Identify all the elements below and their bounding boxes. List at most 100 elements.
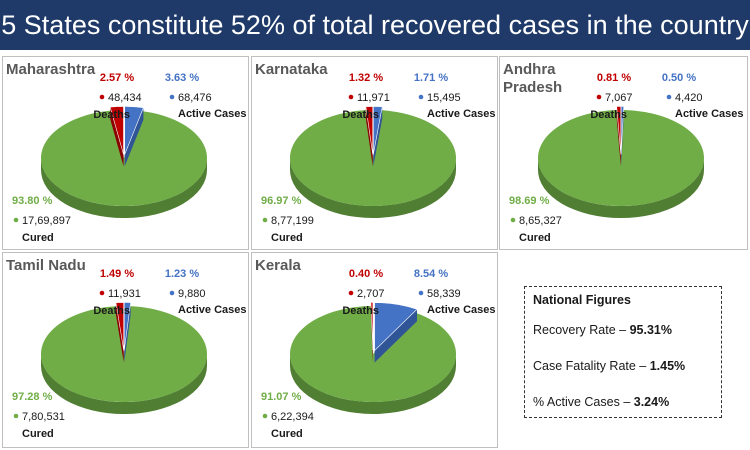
pie-side-tamil-nadu — [41, 354, 207, 414]
active-count-maharashtra: 68,476 — [178, 92, 212, 104]
slice-active-maharashtra — [124, 106, 144, 155]
active-dot-karnataka — [418, 94, 424, 100]
slice-cured-andhra-pradesh — [537, 110, 704, 206]
slice-deaths-karnataka — [365, 106, 374, 155]
deaths-label-maharashtra: Deaths — [93, 109, 130, 121]
state-title-kerala: Kerala — [255, 257, 302, 274]
deaths-percent-kerala: 0.40 % — [349, 268, 383, 280]
cured-percent-andhra-pradesh: 98.69 % — [509, 195, 550, 207]
slice-deaths-maharashtra — [109, 106, 124, 155]
cured-label-kerala: Cured — [271, 428, 303, 440]
pie-side-karnataka — [290, 158, 456, 218]
active-dot-maharashtra — [169, 94, 175, 100]
cured-label-maharashtra: Cured — [22, 232, 54, 244]
slice-active-tamil-nadu — [123, 302, 131, 351]
case-fatality-rate-line: Case Fatality Rate – 1.45% — [533, 359, 685, 373]
deaths-count-kerala: 2,707 — [357, 288, 385, 300]
active-count-andhra-pradesh: 4,420 — [675, 92, 703, 104]
active-percent-maharashtra: 3.63 % — [165, 72, 199, 84]
cured-label-andhra-pradesh: Cured — [519, 232, 551, 244]
active-dot-kerala — [418, 290, 424, 296]
recovery-rate-line: Recovery Rate – 95.31% — [533, 323, 672, 337]
state-title-karnataka: Karnataka — [255, 61, 328, 78]
deaths-count-andhra-pradesh: 7,067 — [605, 92, 633, 104]
active-cases-line: % Active Cases – 3.24% — [533, 395, 669, 409]
slice-active-side-karnataka — [373, 106, 383, 167]
slice-active-side-kerala — [374, 309, 418, 363]
cured-count-kerala: 6,22,394 — [271, 411, 314, 423]
deaths-percent-karnataka: 1.32 % — [349, 72, 383, 84]
slice-cured-kerala — [290, 306, 457, 403]
state-title-andhra-pradesh-line-2: Pradesh — [503, 79, 562, 96]
slice-active-kerala — [374, 302, 418, 352]
slice-cured-tamil-nadu — [40, 306, 207, 403]
slice-active-side-tamil-nadu — [124, 302, 131, 363]
deaths-dot-maharashtra — [99, 94, 105, 100]
slice-active-karnataka — [373, 106, 383, 155]
cured-count-maharashtra: 17,69,897 — [22, 215, 71, 227]
deaths-label-tamil-nadu: Deaths — [93, 305, 130, 317]
cured-dot-maharashtra — [13, 217, 19, 223]
cured-percent-maharashtra: 93.80 % — [12, 195, 53, 207]
active-label-kerala: Active Cases — [427, 304, 496, 316]
deaths-dot-kerala — [348, 290, 354, 296]
deaths-dot-tamil-nadu — [99, 290, 105, 296]
cured-dot-kerala — [262, 413, 268, 419]
slice-deaths-side-karnataka — [365, 106, 373, 167]
slice-deaths-side-maharashtra — [110, 107, 124, 167]
pie-side-kerala — [290, 354, 456, 414]
active-label-tamil-nadu: Active Cases — [178, 304, 247, 316]
active-label-andhra-pradesh: Active Cases — [675, 108, 744, 120]
deaths-label-andhra-pradesh: Deaths — [590, 109, 627, 121]
deaths-count-karnataka: 11,971 — [357, 92, 390, 104]
slice-deaths-andhra-pradesh — [616, 106, 622, 155]
cured-percent-kerala: 91.07 % — [261, 391, 302, 403]
active-percent-karnataka: 1.71 % — [414, 72, 448, 84]
active-label-karnataka: Active Cases — [427, 108, 496, 120]
deaths-label-kerala: Deaths — [342, 305, 379, 317]
state-title-andhra-pradesh-line-1: Andhra — [503, 61, 556, 78]
cured-dot-tamil-nadu — [13, 413, 19, 419]
slice-deaths-side-tamil-nadu — [115, 302, 124, 363]
cured-count-karnataka: 8,77,199 — [271, 215, 314, 227]
deaths-dot-karnataka — [348, 94, 354, 100]
active-dot-andhra-pradesh — [666, 94, 672, 100]
cured-count-tamil-nadu: 7,80,531 — [22, 411, 65, 423]
case-fatality-rate-value: 1.45% — [649, 359, 686, 373]
state-title-tamil-nadu: Tamil Nadu — [6, 257, 86, 274]
case-fatality-rate-label: Case Fatality Rate – — [533, 359, 650, 373]
deaths-count-tamil-nadu: 11,931 — [108, 288, 141, 300]
national-figures-box: National Figures Recovery Rate – 95.31% … — [524, 286, 722, 418]
recovery-rate-label: Recovery Rate – — [533, 323, 630, 337]
deaths-percent-maharashtra: 2.57 % — [100, 72, 134, 84]
active-label-maharashtra: Active Cases — [178, 108, 247, 120]
cured-dot-karnataka — [262, 217, 268, 223]
active-percent-tamil-nadu: 1.23 % — [165, 268, 199, 280]
active-count-karnataka: 15,495 — [427, 92, 461, 104]
cured-label-karnataka: Cured — [271, 232, 303, 244]
cured-percent-karnataka: 96.97 % — [261, 195, 302, 207]
deaths-label-karnataka: Deaths — [342, 109, 379, 121]
deaths-percent-tamil-nadu: 1.49 % — [100, 268, 134, 280]
national-figures-title: National Figures — [533, 293, 631, 307]
cured-percent-tamil-nadu: 97.28 % — [12, 391, 53, 403]
active-percent-andhra-pradesh: 0.50 % — [662, 72, 696, 84]
pie-side-maharashtra — [41, 158, 207, 218]
active-dot-tamil-nadu — [169, 290, 175, 296]
recovery-rate-value: 95.31% — [629, 323, 672, 337]
title-banner: 5 States constitute 52% of total recover… — [0, 0, 750, 50]
deaths-percent-andhra-pradesh: 0.81 % — [597, 72, 631, 84]
page-title: 5 States constitute 52% of total recover… — [1, 10, 749, 40]
active-cases-rate-value: 3.24% — [633, 395, 670, 409]
deaths-count-maharashtra: 48,434 — [108, 92, 142, 104]
deaths-dot-andhra-pradesh — [596, 94, 602, 100]
active-count-kerala: 58,339 — [427, 288, 461, 300]
slice-cured-karnataka — [290, 110, 456, 206]
cured-count-andhra-pradesh: 8,65,327 — [519, 215, 562, 227]
active-percent-kerala: 8.54 % — [414, 268, 448, 280]
slice-deaths-tamil-nadu — [115, 302, 125, 351]
active-count-tamil-nadu: 9,880 — [178, 288, 206, 300]
cured-label-tamil-nadu: Cured — [22, 428, 54, 440]
pie-side-andhra-pradesh — [538, 158, 704, 218]
